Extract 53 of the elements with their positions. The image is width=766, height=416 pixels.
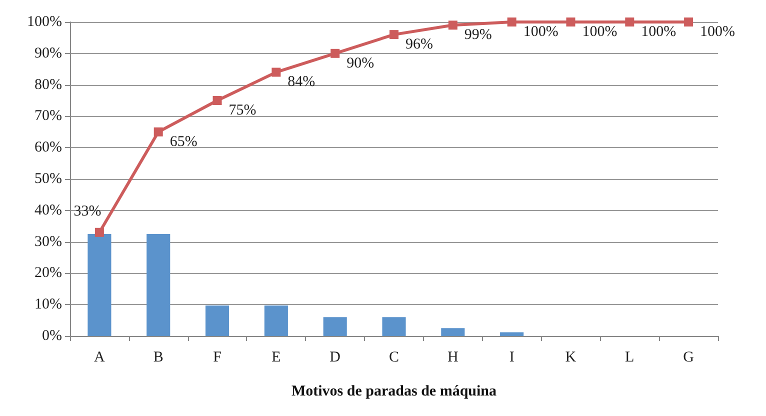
y-tick-label: 10%: [34, 296, 62, 313]
y-tick-label: 100%: [27, 14, 62, 30]
bar: [88, 234, 112, 336]
data-label: 100%: [641, 24, 676, 40]
point: [684, 18, 694, 26]
y-tick-label: 20%: [34, 265, 62, 282]
x-tick-label: D: [330, 350, 341, 366]
y-tick-label: 30%: [34, 234, 62, 250]
point: [212, 96, 222, 105]
x-axis-title: Motivos de paradas de máquina: [291, 384, 498, 400]
data-label: 84%: [288, 74, 316, 90]
data-label: 99%: [464, 27, 492, 44]
x-tick-label: I: [509, 350, 514, 366]
point: [566, 18, 576, 26]
x-tick-label: F: [213, 350, 222, 366]
y-tick-label: 0%: [42, 328, 62, 344]
data-label: 100%: [523, 24, 558, 40]
point: [154, 127, 163, 136]
bar: [205, 306, 230, 336]
x-tick-label: L: [625, 350, 634, 366]
y-tick-label: 50%: [34, 171, 62, 187]
data-label: 33%: [74, 203, 102, 220]
data-label: 100%: [582, 24, 618, 40]
x-tick-label: K: [565, 350, 576, 366]
point: [390, 30, 398, 40]
bar: [382, 317, 406, 336]
data-label: 75%: [228, 102, 256, 118]
data-label: 96%: [406, 36, 433, 53]
point: [272, 68, 281, 77]
point: [625, 18, 634, 26]
data-label: 100%: [700, 24, 736, 40]
x-tick-label: H: [447, 350, 458, 366]
x-tick-label: G: [683, 350, 694, 366]
x-tick-label: A: [94, 350, 106, 366]
bar: [441, 328, 465, 336]
bar: [323, 317, 347, 336]
y-tick-label: 40%: [34, 202, 62, 218]
bar: [264, 306, 288, 336]
point: [507, 18, 516, 26]
data-label: 65%: [170, 134, 198, 150]
y-tick-label: 80%: [34, 76, 62, 93]
point: [94, 228, 104, 237]
bar: [146, 234, 170, 336]
x-tick-label: C: [388, 350, 400, 366]
bar: [500, 332, 524, 336]
x-tick-label: B: [153, 350, 164, 366]
y-tick-label: 70%: [34, 108, 62, 124]
x-tick-label: E: [272, 350, 281, 366]
data-label: 90%: [346, 55, 374, 72]
y-tick-label: 90%: [34, 45, 62, 62]
point: [448, 20, 458, 30]
y-tick-label: 60%: [34, 140, 62, 156]
point: [330, 48, 340, 58]
